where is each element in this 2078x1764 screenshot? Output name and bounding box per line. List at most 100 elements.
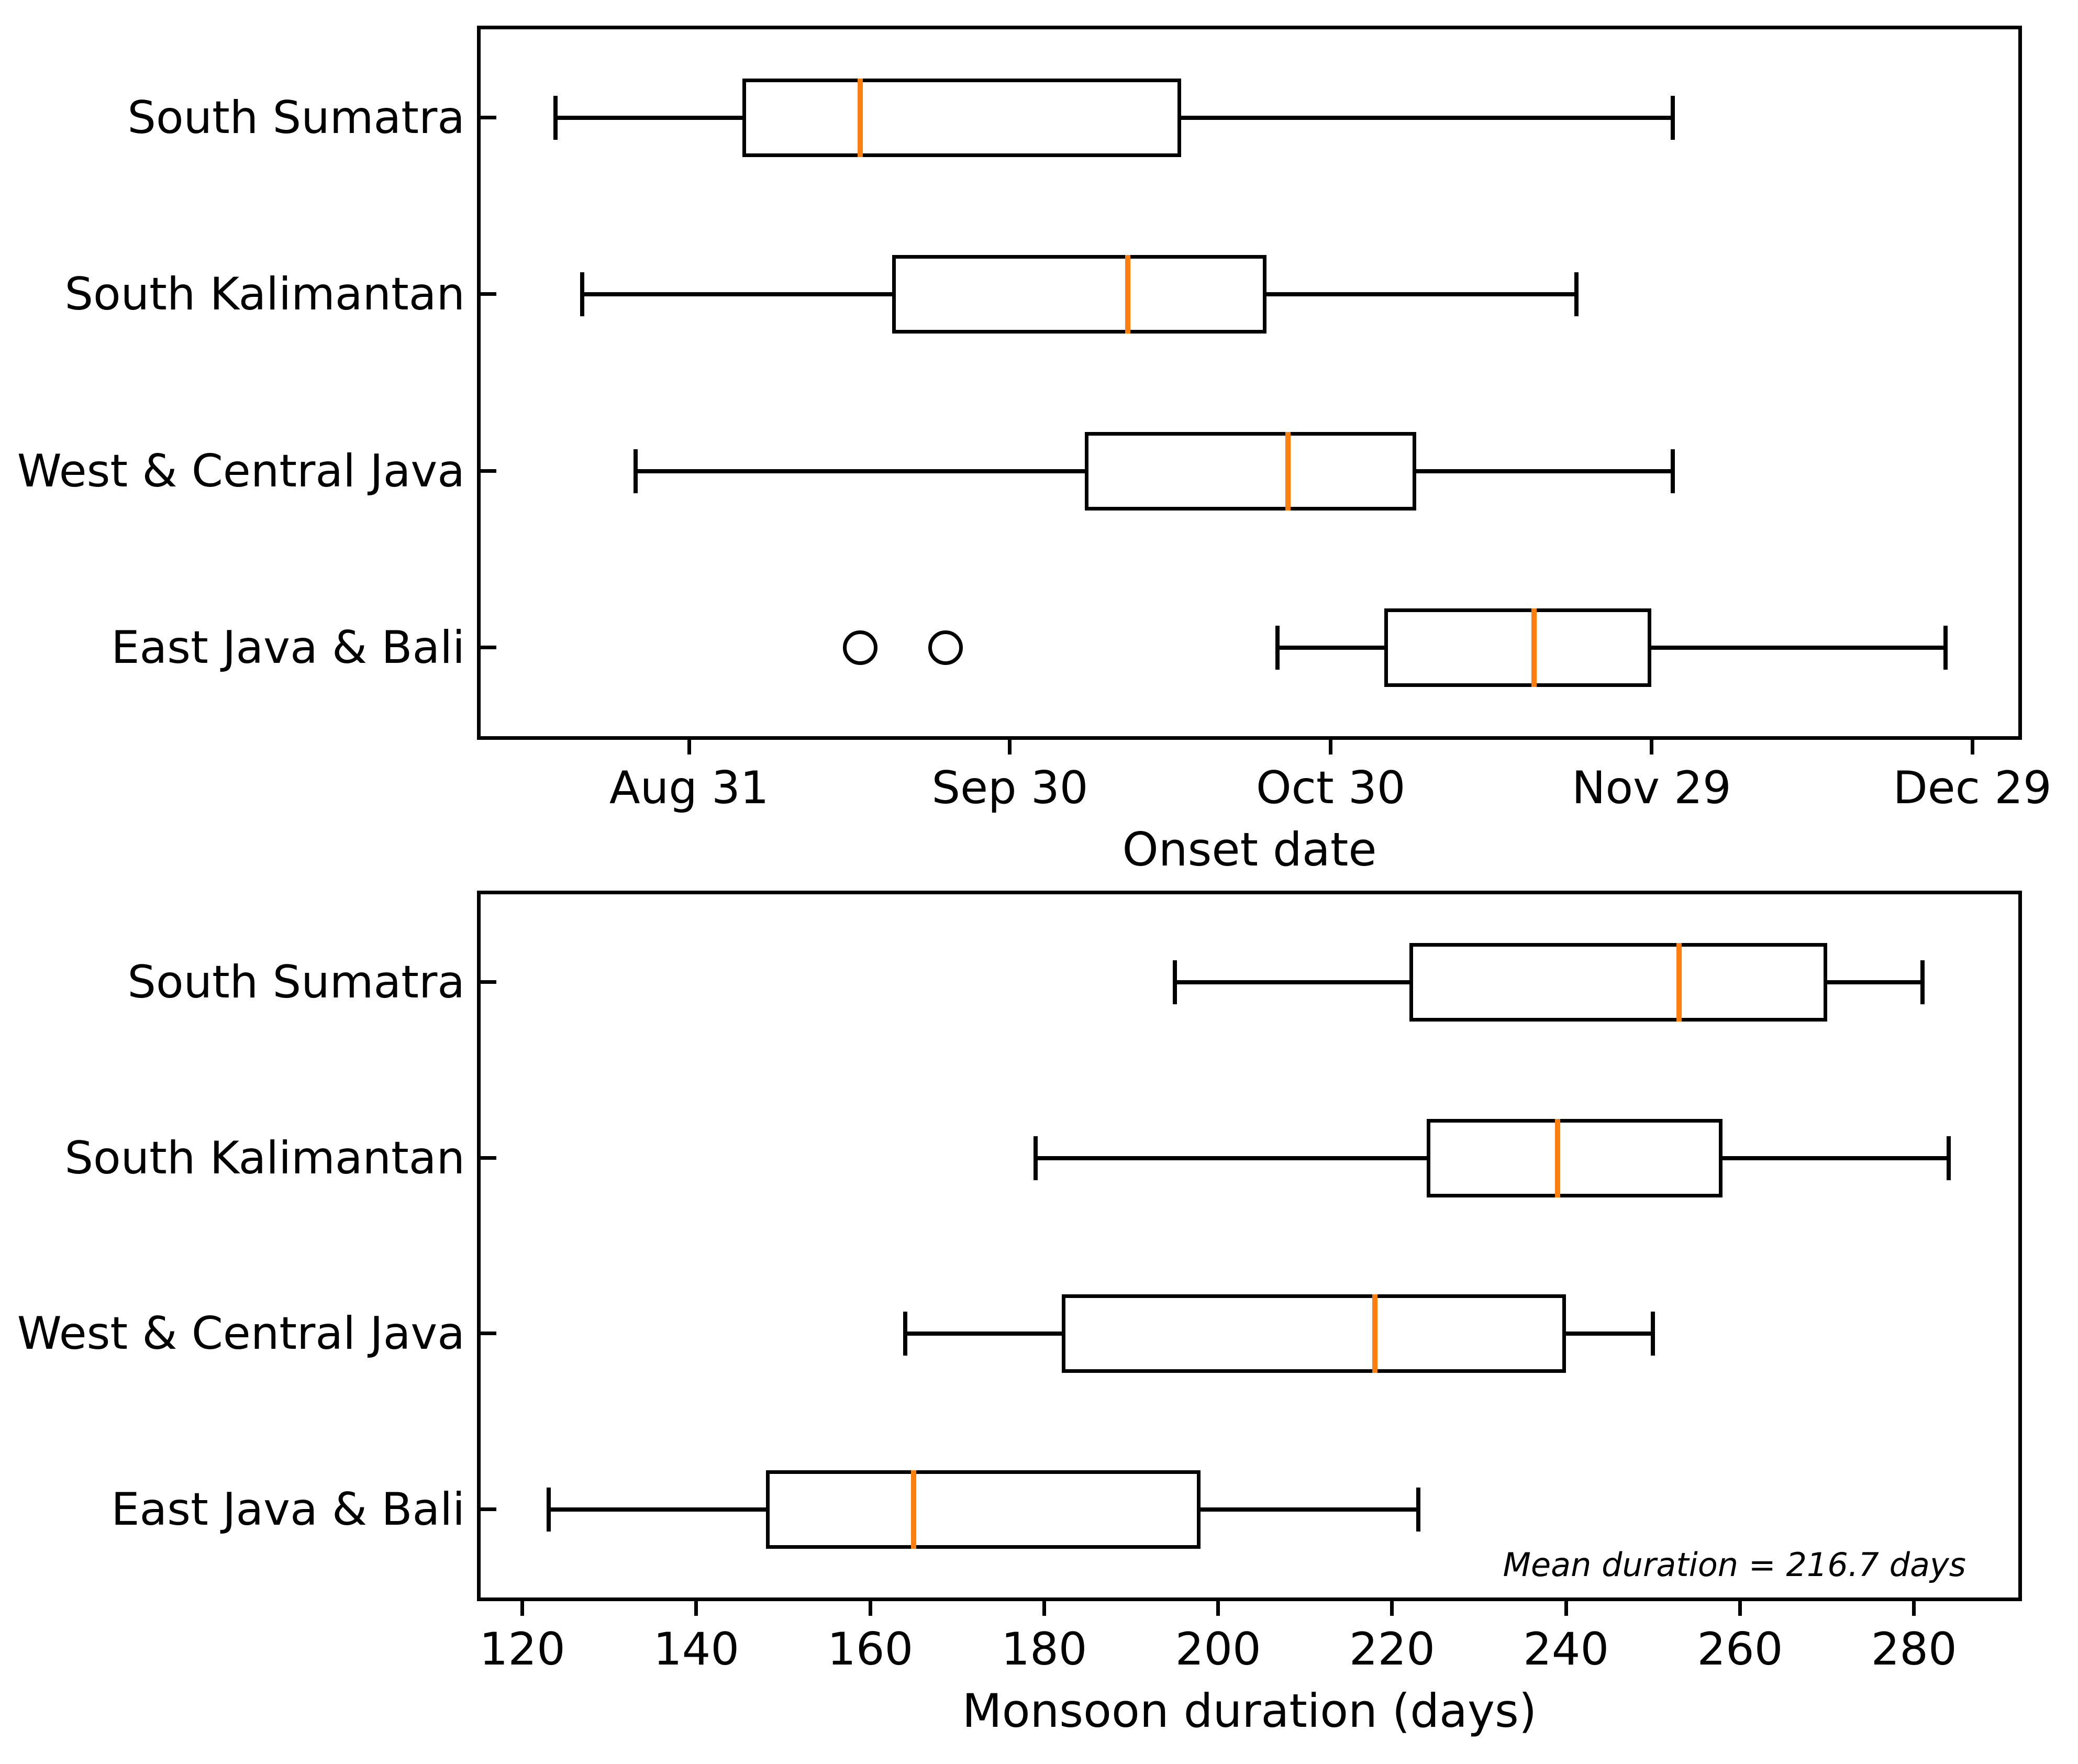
median-line <box>1285 431 1291 511</box>
y-tick <box>481 1332 496 1336</box>
whisker-cap-high <box>1920 960 1925 1004</box>
x-tick <box>1738 1601 1742 1616</box>
x-tick <box>1216 1601 1220 1616</box>
x-tick <box>1008 740 1012 755</box>
y-tick <box>481 1507 496 1512</box>
category-label: South Sumatra <box>127 956 465 1008</box>
whisker-cap-high <box>1947 1136 1951 1180</box>
y-tick <box>481 115 496 119</box>
whisker-low-line <box>1035 1156 1427 1160</box>
iqr-box <box>1427 1118 1723 1197</box>
whisker-cap-high <box>1671 449 1675 493</box>
category-label: West & Central Java <box>17 445 465 497</box>
category-label: South Kalimantan <box>64 268 465 321</box>
x-tick-label: 220 <box>1349 1623 1435 1676</box>
whisker-cap-low <box>553 95 558 140</box>
x-tick-label: 280 <box>1871 1623 1957 1676</box>
whisker-high-line <box>1651 646 1946 650</box>
whisker-high-line <box>1723 1156 1949 1160</box>
median-line <box>911 1470 917 1549</box>
iqr-box <box>1061 1294 1566 1373</box>
x-tick-label: 160 <box>827 1623 914 1676</box>
whisker-low-line <box>582 292 893 297</box>
iqr-box <box>765 1470 1201 1549</box>
x-tick <box>1329 740 1333 755</box>
x-tick-label: 260 <box>1697 1623 1783 1676</box>
category-label: South Kalimantan <box>64 1131 465 1184</box>
whisker-high-line <box>1566 1332 1653 1336</box>
x-tick <box>1564 1601 1568 1616</box>
whisker-cap-low <box>634 449 638 493</box>
onset-date-panel <box>477 26 2022 740</box>
median-line <box>1676 942 1682 1022</box>
outlier-point <box>843 630 878 665</box>
whisker-cap-low <box>1172 960 1177 1004</box>
whisker-low-line <box>905 1332 1062 1336</box>
whisker-cap-low <box>546 1488 551 1532</box>
whisker-cap-low <box>1275 626 1280 670</box>
y-tick <box>481 469 496 473</box>
whisker-high-line <box>1181 115 1673 120</box>
x-tick <box>1042 1601 1046 1616</box>
iqr-box <box>742 78 1181 157</box>
y-tick <box>481 980 496 984</box>
x-tick-label: Nov 29 <box>1572 762 1731 814</box>
category-label: East Java & Bali <box>111 622 465 674</box>
y-tick <box>481 1156 496 1160</box>
x-tick <box>520 1601 525 1616</box>
y-tick <box>481 292 496 296</box>
whisker-cap-high <box>1574 272 1579 317</box>
whisker-high-line <box>1201 1507 1418 1512</box>
x-tick-label: 140 <box>653 1623 740 1676</box>
category-label: West & Central Java <box>17 1307 465 1360</box>
x-tick <box>687 740 691 755</box>
whisker-cap-low <box>1033 1136 1038 1180</box>
outlier-point <box>928 630 963 665</box>
whisker-low-line <box>636 469 1085 473</box>
x-tick-label: Sep 30 <box>931 762 1088 814</box>
median-line <box>858 78 863 157</box>
category-label: South Sumatra <box>127 91 465 144</box>
x-tick-label: Oct 30 <box>1255 762 1406 814</box>
mean-duration-annotation: Mean duration = 216.7 days <box>1503 1546 1966 1584</box>
x-tick-label: Aug 31 <box>609 762 769 814</box>
x-tick-label: 120 <box>479 1623 565 1676</box>
x-tick-label: 200 <box>1175 1623 1261 1676</box>
whisker-low-line <box>1174 980 1410 984</box>
median-line <box>1372 1294 1377 1373</box>
x-tick <box>1970 740 1974 755</box>
whisker-cap-high <box>1671 95 1675 140</box>
whisker-low-line <box>1277 646 1384 650</box>
x-tick <box>868 1601 872 1616</box>
median-line <box>1125 255 1130 334</box>
whisker-high-line <box>1416 469 1673 473</box>
whisker-low-line <box>555 115 743 120</box>
whisker-cap-high <box>1651 1312 1655 1356</box>
x-tick-label: Dec 29 <box>1893 762 2052 814</box>
x-tick <box>1390 1601 1394 1616</box>
x-tick <box>1912 1601 1916 1616</box>
y-tick <box>481 646 496 650</box>
whisker-cap-low <box>580 272 585 317</box>
x-tick-label: 180 <box>1001 1623 1087 1676</box>
median-line <box>1554 1118 1560 1197</box>
iqr-box <box>1084 431 1417 511</box>
whisker-cap-high <box>1943 626 1948 670</box>
x-tick-label: 240 <box>1523 1623 1609 1676</box>
category-label: East Java & Bali <box>111 1483 465 1536</box>
x-tick <box>694 1601 698 1616</box>
x-axis-title-onset-date: Onset date <box>1122 823 1377 877</box>
whisker-cap-low <box>903 1312 907 1356</box>
iqr-box <box>892 255 1267 334</box>
median-line <box>1531 608 1537 687</box>
iqr-box <box>1409 942 1827 1022</box>
whisker-high-line <box>1827 980 1923 984</box>
iqr-box <box>1384 608 1652 687</box>
whisker-low-line <box>548 1507 766 1512</box>
whisker-high-line <box>1266 292 1577 297</box>
whisker-cap-high <box>1416 1488 1420 1532</box>
monsoon-duration-panel <box>477 891 2022 1601</box>
x-axis-title-monsoon-duration: Monsoon duration (days) <box>962 1684 1537 1738</box>
x-tick <box>1649 740 1653 755</box>
